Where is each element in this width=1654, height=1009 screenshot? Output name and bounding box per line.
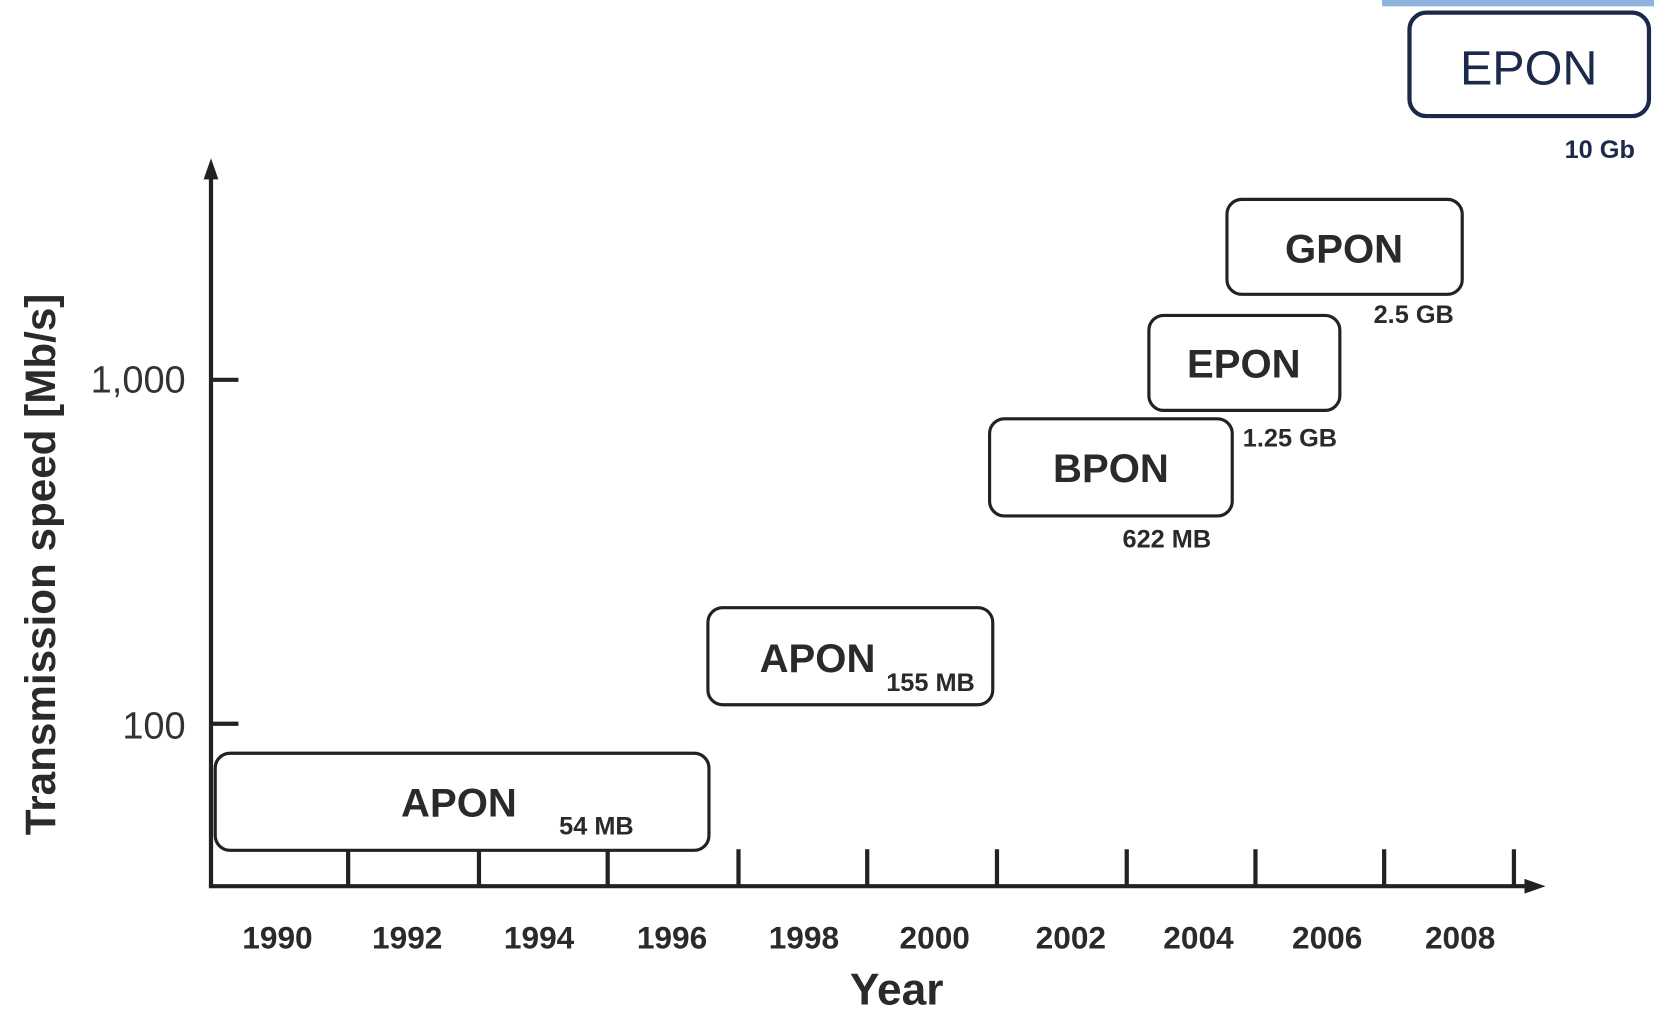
node-box <box>213 751 711 852</box>
x-tick-label: 2006 <box>1292 919 1362 955</box>
y-tick-label: 1,000 <box>91 359 186 401</box>
node-label: GPON <box>1285 228 1403 272</box>
node-box <box>1225 197 1464 296</box>
x-tick-label: 2004 <box>1163 919 1234 955</box>
y-axis-label: Transmission speed [Mb/s] <box>17 294 64 836</box>
node-box <box>1407 10 1652 119</box>
node-box <box>988 417 1234 518</box>
x-ticks <box>346 849 1517 887</box>
x-tick-label: 2008 <box>1425 919 1495 955</box>
x-arrow <box>1524 878 1546 894</box>
node-speed: 2.5 GB <box>1374 301 1454 329</box>
x-tick-label: 2000 <box>900 919 970 955</box>
top-bar <box>1382 0 1654 7</box>
node-speed: 54 MB <box>559 813 634 841</box>
node-label: EPON <box>1187 343 1301 387</box>
node-label: EPON <box>1460 41 1598 95</box>
y-ticks <box>210 377 239 726</box>
node-speed: 155 MB <box>886 669 975 697</box>
node-label: BPON <box>1053 447 1169 491</box>
x-tick-label: 1990 <box>242 919 312 955</box>
node-speed: 10 Gb <box>1565 136 1635 164</box>
x-tick-label: 1996 <box>637 919 707 955</box>
node-speed: 622 MB <box>1123 526 1212 554</box>
node-label: APON <box>401 782 517 826</box>
y-arrow <box>203 158 219 180</box>
y-tick-label: 100 <box>122 705 185 747</box>
x-tick-label: 1994 <box>504 919 575 955</box>
x-tick-label: 2002 <box>1036 919 1106 955</box>
x-axis-label: Year <box>850 965 944 1009</box>
x-tick-label: 1998 <box>769 919 839 955</box>
x-tick-label: 1992 <box>372 919 442 955</box>
node-box <box>706 606 995 707</box>
node-box <box>1147 313 1342 412</box>
node-label: APON <box>760 637 876 681</box>
node-speed: 1.25 GB <box>1243 424 1337 452</box>
